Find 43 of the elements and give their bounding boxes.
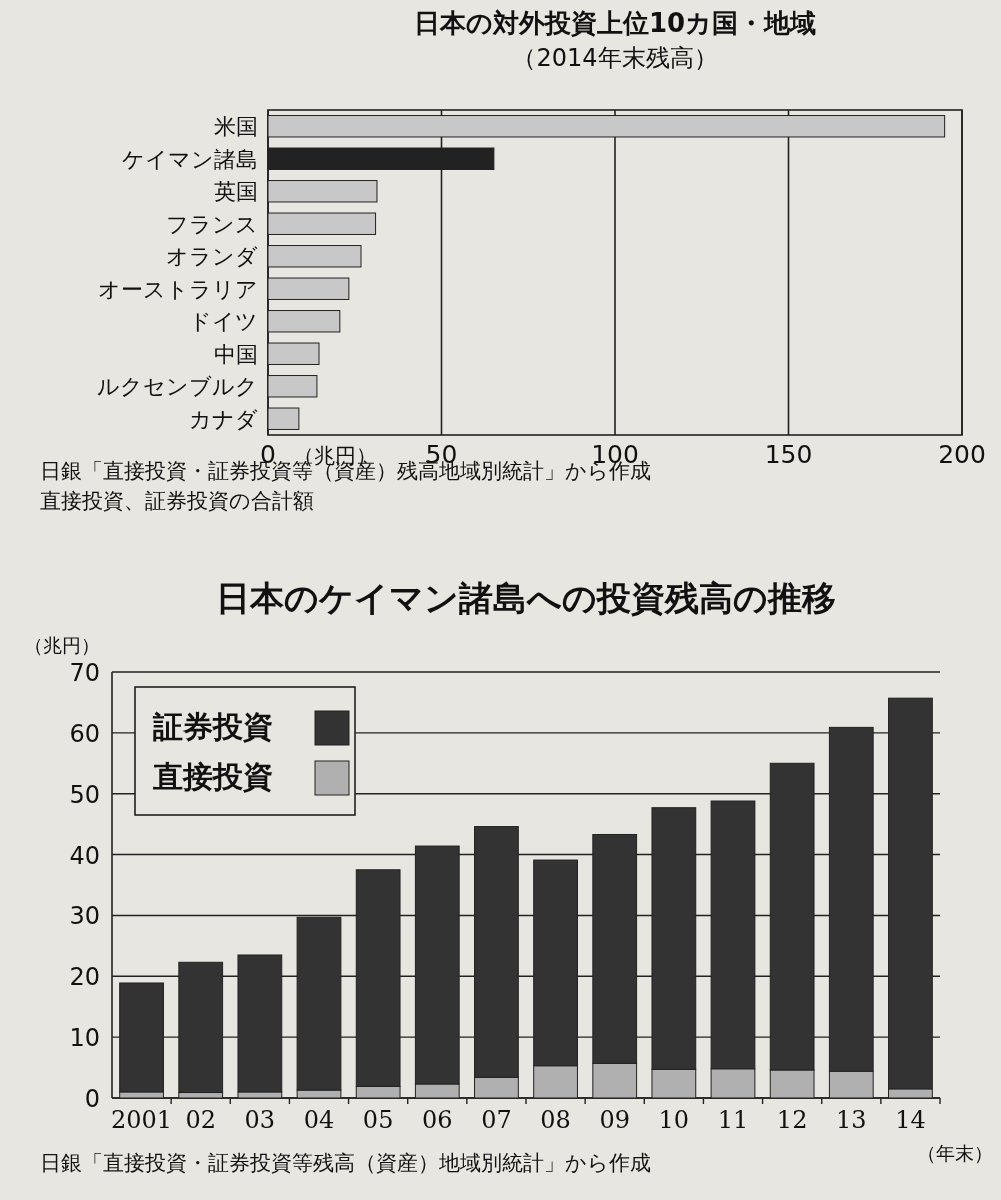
y-tick-label: 30 (69, 902, 100, 931)
y-tick-label: カナダ (189, 406, 258, 432)
y-tick-label: フランス (166, 211, 258, 237)
y-tick-label: ドイツ (189, 309, 258, 335)
x-tick-label: 13 (836, 1106, 867, 1134)
x-tick-label: 08 (540, 1106, 571, 1134)
y-axis-title: （兆円） (24, 634, 100, 656)
legend-label: 直接投資 (152, 759, 273, 794)
x-tick-label: 09 (599, 1106, 630, 1134)
chart-title: 日本のケイマン諸島への投資残高の推移 (216, 578, 836, 618)
x-tick-label: 03 (244, 1106, 276, 1134)
y-tick-label: 中国 (214, 341, 258, 367)
y-tick-label: 60 (69, 719, 100, 748)
x-tick-label: 02 (185, 1106, 216, 1134)
chart-subtitle: （2014年末残高） (512, 44, 718, 72)
y-tick-label: 70 (69, 659, 100, 687)
y-tick-label: 50 (69, 780, 100, 809)
y-tick-label: 米国 (214, 114, 258, 140)
legend-label: 証券投資 (152, 709, 273, 744)
x-tick-label: 05 (362, 1106, 394, 1134)
y-tick-label: 20 (69, 963, 100, 992)
text: 日銀「直接投資・証券投資等残高（資産）地域別統計」から作成 (40, 1151, 651, 1175)
y-tick-label: 英国 (214, 179, 258, 205)
x-tick-label: 12 (776, 1106, 808, 1134)
y-tick-label: オランダ (166, 244, 258, 270)
x-tick-label: 14 (895, 1106, 926, 1134)
x-tick-label: 10 (658, 1106, 690, 1134)
x-tick-label: 04 (303, 1106, 335, 1134)
x-tick-label: 11 (717, 1106, 749, 1134)
x-tick-label: 2001 (111, 1106, 173, 1134)
x-tick-label: 150 (764, 440, 813, 469)
y-tick-label: 40 (69, 841, 100, 870)
y-tick-label: 0 (84, 1085, 100, 1113)
x-tick-label: 07 (481, 1106, 512, 1134)
text: 直接投資、証券投資の合計額 (40, 489, 314, 513)
y-tick-label: ケイマン諸島 (122, 146, 258, 172)
x-tick-label: 200 (938, 440, 986, 469)
x-tick-label: 06 (422, 1106, 453, 1134)
y-tick-label: 10 (69, 1024, 100, 1053)
y-tick-label: ルクセンブルク (97, 374, 258, 400)
x-axis-title: （年末） (917, 1142, 993, 1164)
y-tick-label: オーストラリア (98, 276, 258, 302)
chart-title: 日本の対外投資上位10カ国・地域 (413, 8, 817, 38)
